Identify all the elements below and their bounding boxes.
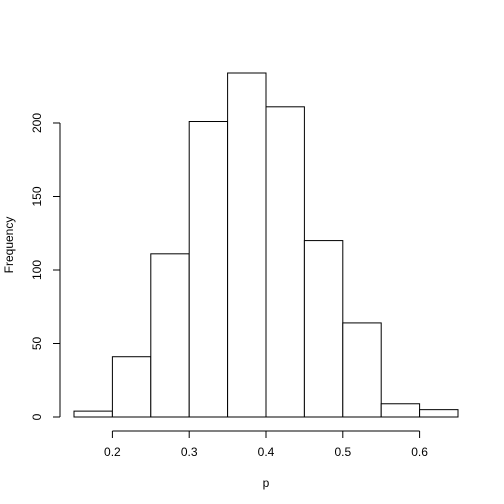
histogram-bar <box>111 356 152 418</box>
histogram-bar <box>380 403 421 418</box>
histogram-bars <box>73 72 459 418</box>
histogram-bar <box>265 106 305 418</box>
y-tick-label: 100 <box>30 260 44 280</box>
y-tick-label: 50 <box>30 337 44 351</box>
y-axis-title: Frequency <box>2 217 16 274</box>
y-tick-label: 0 <box>30 413 44 420</box>
y-axis: 0 50 100 150 200 <box>30 113 61 420</box>
histogram-bar <box>419 409 459 418</box>
x-tick-label: 0.3 <box>181 445 198 459</box>
histogram-bar <box>73 410 113 418</box>
x-tick-label: 0.6 <box>411 445 428 459</box>
x-axis: 0.2 0.3 0.4 0.5 0.6 <box>104 430 428 459</box>
y-tick-label: 200 <box>30 113 44 133</box>
histogram-bar <box>342 322 382 418</box>
x-tick-label: 0.5 <box>334 445 351 459</box>
histogram-bar <box>227 72 267 418</box>
y-tick-label: 150 <box>30 186 44 206</box>
x-axis-title: p <box>263 476 270 490</box>
histogram-bar <box>188 121 229 418</box>
histogram-bar <box>303 240 344 418</box>
x-tick-label: 0.2 <box>104 445 121 459</box>
x-tick-label: 0.4 <box>258 445 275 459</box>
histogram-bar <box>150 253 190 418</box>
